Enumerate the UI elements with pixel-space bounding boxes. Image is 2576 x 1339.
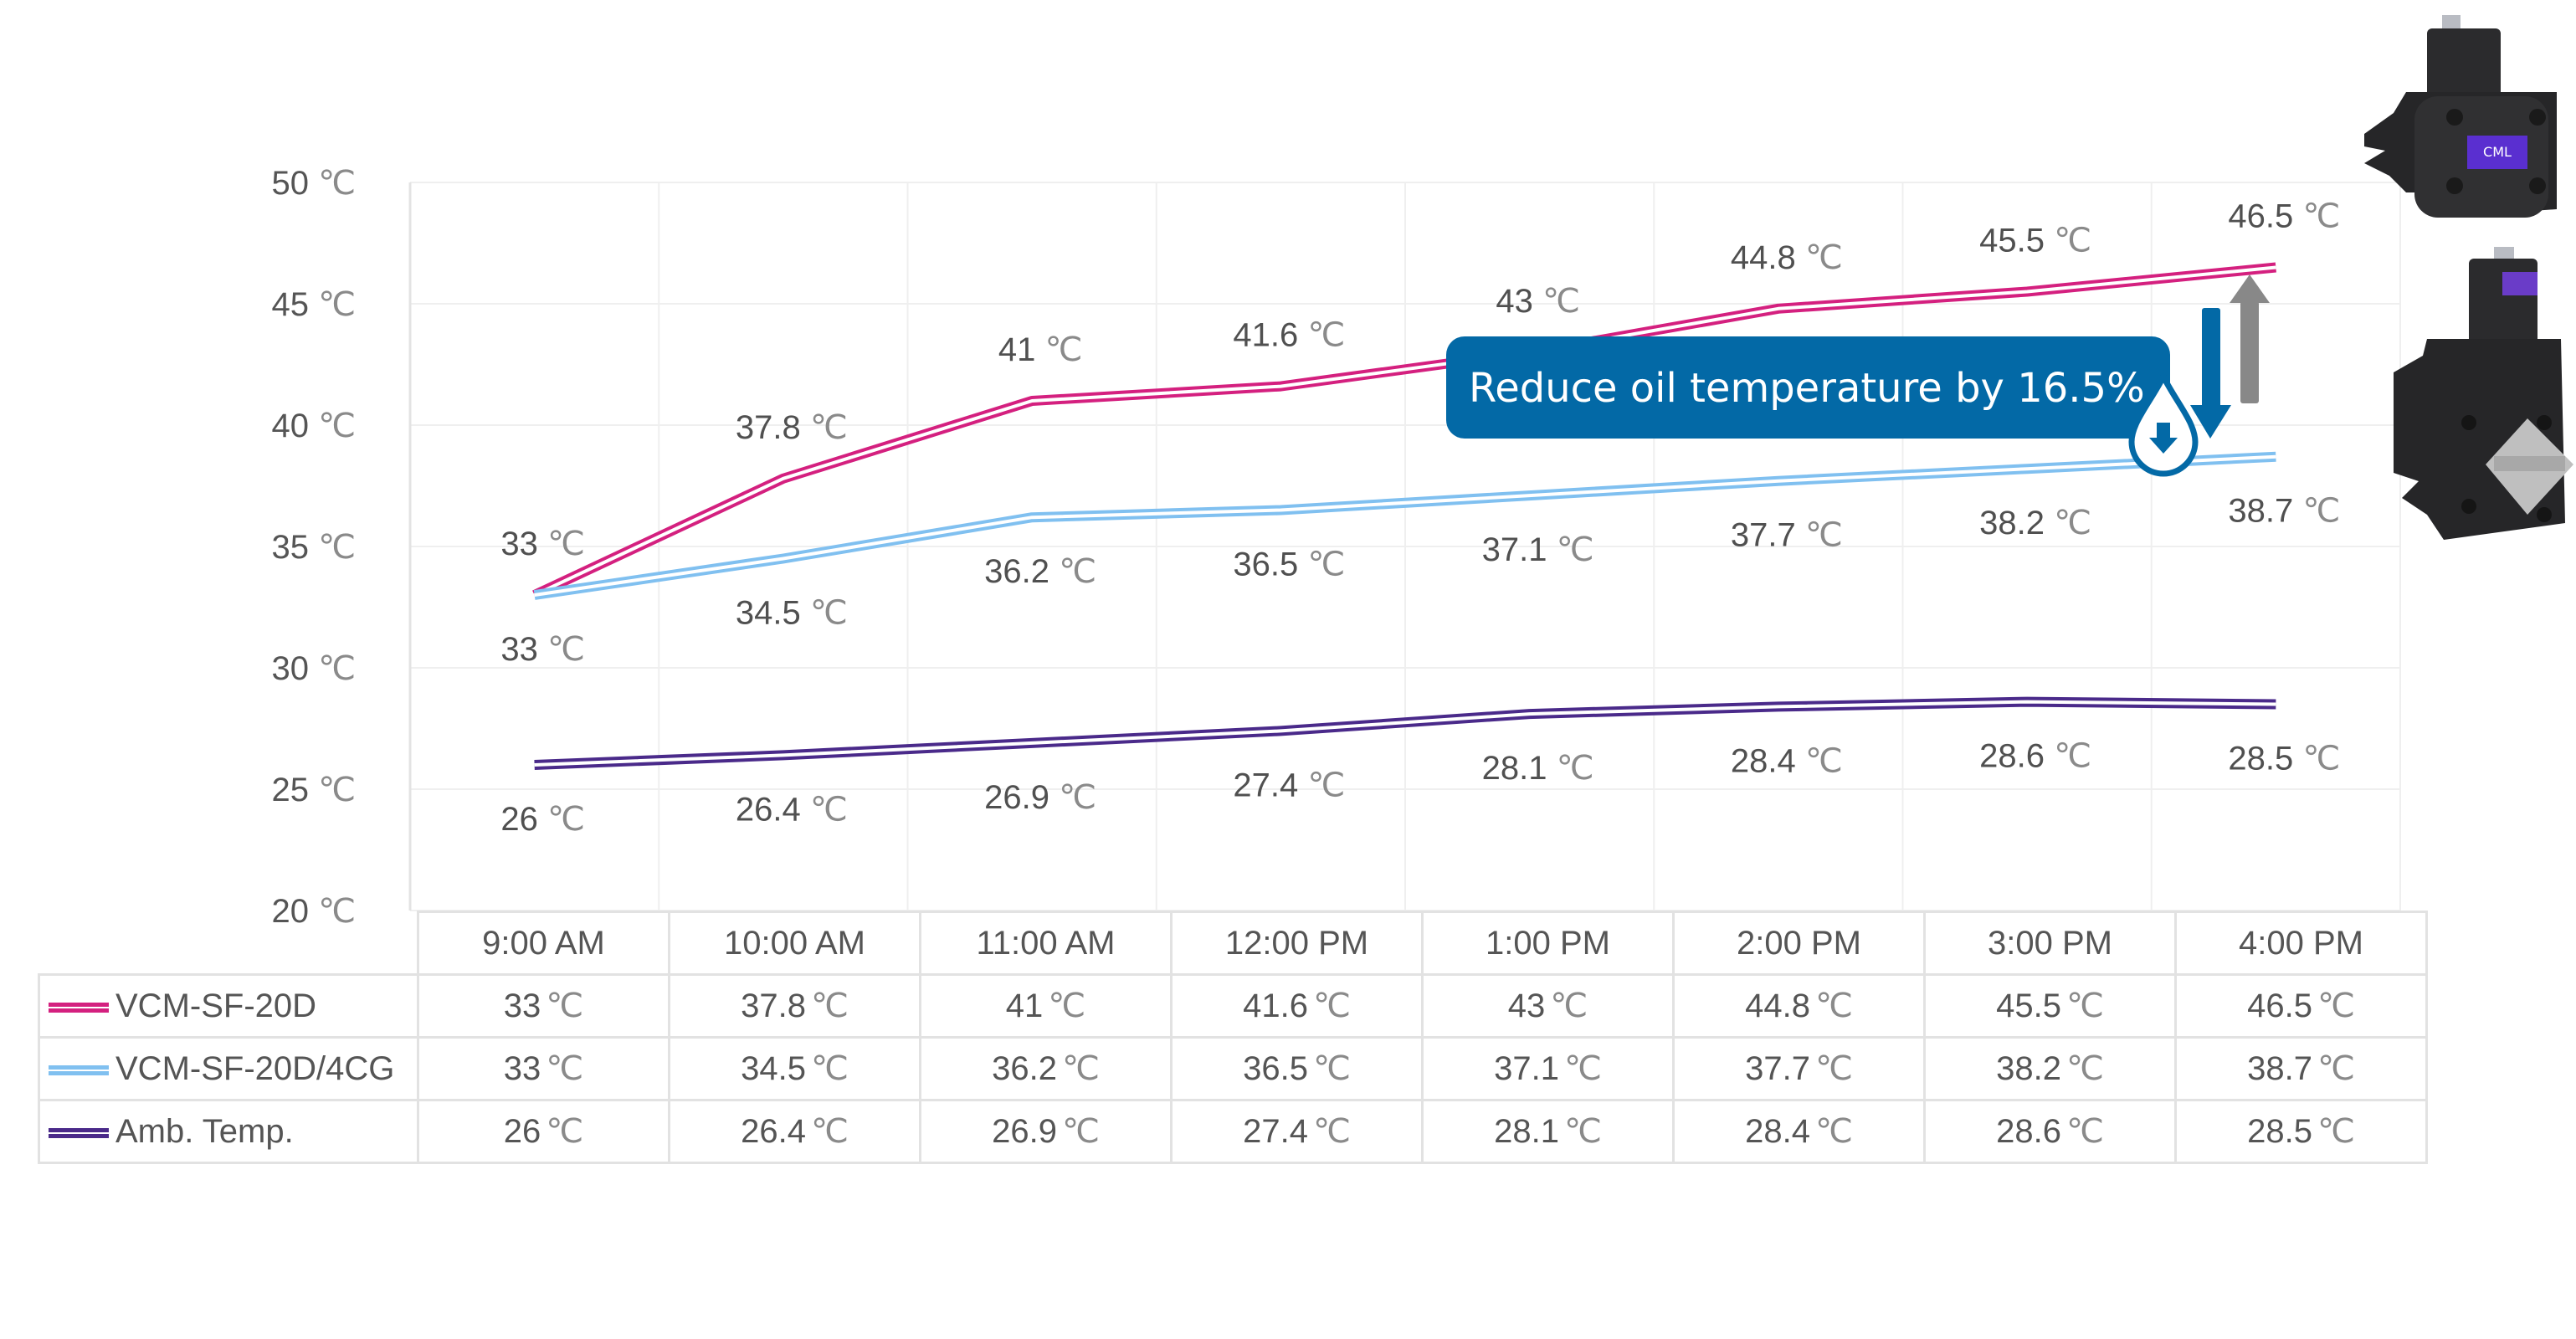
data-label: 44.8 ℃ [1731,239,1843,277]
column-header: 9:00 AM [417,911,670,976]
table-cell: 44.8 ℃ [1672,973,1926,1039]
table-cell: 38.7 ℃ [2174,1036,2428,1101]
data-label: 28.4 ℃ [1731,741,1843,780]
oil-drop-down-icon [2128,370,2199,477]
data-label: 26 ℃ [500,800,585,839]
legend-swatch-icon [49,1002,109,1013]
brand-badge [2502,272,2538,295]
data-labels: 33 ℃ 37.8 ℃ 41 ℃ 41.6 ℃ 43 ℃ 44.8 ℃ 45.5 ℃ 46.5… [500,198,2340,839]
data-label: 33 ℃ [500,525,585,563]
column-header: 2:00 PM [1672,911,1926,976]
table-cell: 41 ℃ [919,973,1173,1039]
data-label: 43 ℃ [1496,282,1580,321]
table-cell: 28.6 ℃ [1923,1099,2177,1164]
y-tick-label: 35 ℃ [271,528,356,567]
legend-swatch-icon [49,1127,109,1138]
data-label: 37.1 ℃ [1482,531,1594,569]
data-label: 28.6 ℃ [1979,737,2091,776]
table-row: VCM-SF-20D 33 ℃ 37.8 ℃ 41 ℃ 41.6 ℃ 43 ℃ 44.8 ℃ 45.5 ℃ 4… [38,973,2428,1039]
y-tick-label: 30 ℃ [271,649,356,688]
callout-box [1446,336,2170,439]
data-label: 45.5 ℃ [1979,222,2091,260]
table-cell: 36.2 ℃ [919,1036,1173,1101]
data-label: 36.5 ℃ [1233,546,1345,584]
y-axis-ticks: 50 ℃45 ℃40 ℃35 ℃30 ℃25 ℃20 ℃ [271,164,356,931]
table-cell: 33 ℃ [417,973,670,1039]
data-label: 37.7 ℃ [1731,516,1843,555]
arrow-up-icon [2230,274,2270,403]
table-cell: 45.5 ℃ [1923,973,2177,1039]
table-cell: 43 ℃ [1421,973,1675,1039]
reduction-annotation: Reduce oil temperature by 16.5% [1446,274,2270,477]
data-label: 46.5 ℃ [2228,198,2340,236]
arrow-down-icon [2190,308,2231,439]
data-label: 41 ℃ [998,331,1083,369]
brand-badge [2467,136,2527,169]
table-cell: 28.5 ℃ [2174,1099,2428,1164]
data-label: 36.2 ℃ [984,552,1096,591]
table-cell: 33 ℃ [417,1036,670,1101]
chart-grid [408,182,2401,911]
callout-text: Reduce oil temperature by 16.5% [1469,365,2145,412]
data-label: 38.7 ℃ [2228,492,2340,531]
table-cell: 37.7 ℃ [1672,1036,1926,1101]
table-row: Amb. Temp. 26 ℃ 26.4 ℃ 26.9 ℃ 27.4 ℃ 28.1 ℃ 28.4 ℃ 28… [38,1099,2428,1164]
column-header: 1:00 PM [1421,911,1675,976]
y-tick-label: 50 ℃ [271,164,356,203]
data-table: 9:00 AM 10:00 AM 11:00 AM 12:00 PM 1:00 … [38,911,2428,1164]
y-tick-label: 40 ℃ [271,407,356,445]
legend-swatch-icon [49,1065,109,1075]
table-corner [38,911,419,976]
table-cell: 37.1 ℃ [1421,1036,1675,1101]
table-cell: 26.9 ℃ [919,1099,1173,1164]
table-cell: 28.1 ℃ [1421,1099,1675,1164]
row-label: VCM-SF-20D [38,973,419,1039]
data-label: 28.1 ℃ [1482,749,1594,787]
table-cell: 46.5 ℃ [2174,973,2428,1039]
table-header-row: 9:00 AM 10:00 AM 11:00 AM 12:00 PM 1:00 … [38,911,2428,976]
data-label: 37.8 ℃ [736,408,848,447]
table-cell: 41.6 ℃ [1170,973,1424,1039]
svg-text:CML: CML [2483,144,2512,160]
data-label: 41.6 ℃ [1233,316,1345,355]
data-label: 27.4 ℃ [1233,766,1345,804]
chart-series [532,262,2276,770]
column-header: 10:00 AM [668,911,921,976]
y-tick-label: 25 ℃ [271,771,356,809]
column-header: 12:00 PM [1170,911,1424,976]
table-cell: 34.5 ℃ [668,1036,921,1101]
column-header: 11:00 AM [919,911,1173,976]
y-tick-label: 45 ℃ [271,285,356,324]
row-label: Amb. Temp. [38,1099,419,1164]
table-cell: 27.4 ℃ [1170,1099,1424,1164]
table-cell: 28.4 ℃ [1672,1099,1926,1164]
data-label: 26.4 ℃ [736,790,848,829]
column-header: 4:00 PM [2174,911,2428,976]
data-label: 28.5 ℃ [2228,740,2340,778]
pump-image-vcm-sf-20d: CML [2364,15,2557,218]
data-label: 34.5 ℃ [736,594,848,633]
table-cell: 26.4 ℃ [668,1099,921,1164]
row-label: VCM-SF-20D/4CG [38,1036,419,1101]
data-label: 38.2 ℃ [1979,504,2091,542]
pump-image-vcm-sf-20d-4cg [2394,247,2573,540]
table-cell: 38.2 ℃ [1923,1036,2177,1101]
data-label: 33 ℃ [500,630,585,669]
column-header: 3:00 PM [1923,911,2177,976]
table-cell: 37.8 ℃ [668,973,921,1039]
data-label: 26.9 ℃ [984,778,1096,817]
table-row: VCM-SF-20D/4CG 33 ℃ 34.5 ℃ 36.2 ℃ 36.5 ℃ 37.1 ℃ 37.… [38,1036,2428,1101]
table-cell: 26 ℃ [417,1099,670,1164]
table-cell: 36.5 ℃ [1170,1036,1424,1101]
